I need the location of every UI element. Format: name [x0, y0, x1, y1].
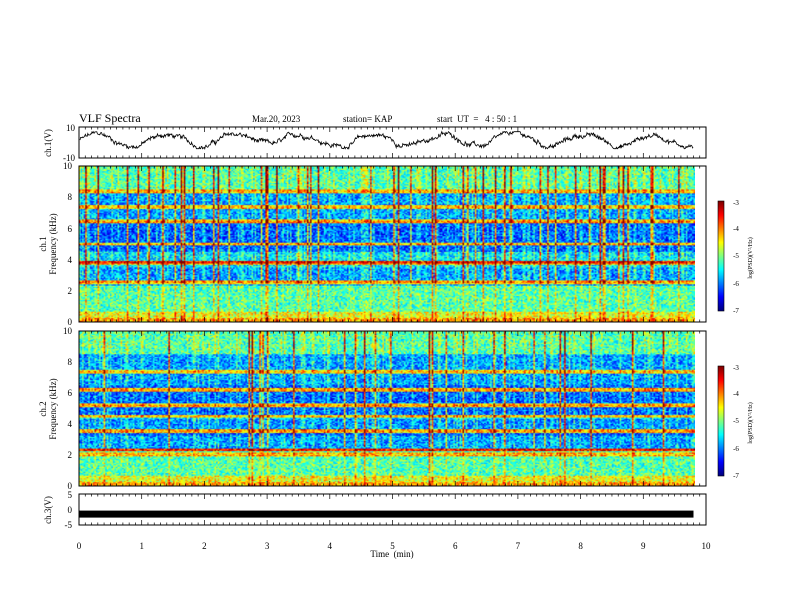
- ch1-spectrogram-panel: 0 2 4 6 8 10 ch.1 Frequency (kHz) -3 -4 …: [38, 161, 754, 327]
- ch2-spectrogram-ticks: [78, 331, 707, 486]
- ch1-colorbar: [718, 201, 724, 311]
- ch2-spec-label-channel: ch.2: [38, 401, 48, 416]
- ch2-colorbar: [718, 366, 724, 476]
- ch2-cb-tick-m4: -4: [733, 390, 739, 398]
- header-station: station= KAP: [343, 114, 392, 124]
- ch2-freq-tick-6: 6: [68, 388, 73, 398]
- ch1-ylabel: ch.1(V): [43, 129, 53, 157]
- ch2-freq-tick-4: 4: [68, 419, 73, 429]
- ch2-spec-ylabel: Frequency (kHz): [48, 378, 58, 439]
- ch2-freq-tick-10: 10: [63, 326, 73, 336]
- time-tick-label: 5: [390, 541, 395, 551]
- ch3-panel: 5 0 -5 ch.3(V) 0 1 2 3 4 5 6 7 8 9 10 Time (min): [43, 490, 711, 559]
- time-tick-label: 7: [516, 541, 521, 551]
- ch2-colorbar-label: log(PSD)(V²/Hz): [747, 402, 754, 443]
- ch2-cb-tick-m7: -7: [733, 472, 739, 480]
- ch1-colorbar-label: log(PSD)(V²/Hz): [747, 237, 754, 278]
- ch3-ylabel: ch.3(V): [43, 496, 53, 524]
- ch1-waveform-panel: 10 -10 ch.1(V): [43, 123, 707, 163]
- ch3-ticks: [78, 494, 707, 525]
- ch2-cb-tick-m6: -6: [733, 445, 739, 453]
- ch1-xticks: [78, 127, 707, 158]
- time-axis-tick-labels: 0 1 2 3 4 5 6 7 8 9 10: [77, 541, 711, 551]
- time-axis-label: Time (min): [370, 549, 413, 559]
- ch1-freq-tick-0: 0: [68, 317, 73, 327]
- ch1-freq-tick-2: 2: [68, 286, 73, 296]
- ch1-cb-tick-m4: -4: [733, 225, 739, 233]
- ch1-freq-tick-8: 8: [68, 192, 73, 202]
- ch1-spectrogram-ticks: [78, 166, 707, 322]
- time-tick-label: 0: [77, 541, 82, 551]
- figure-title: VLF Spectra: [79, 111, 141, 125]
- ch1-cb-tick-m6: -6: [733, 280, 739, 288]
- ch1-ytick-top: 10: [66, 123, 76, 133]
- ch2-cb-tick-m3: -3: [733, 364, 739, 372]
- header-start-ut: start UT = 4 : 50 : 1: [437, 114, 517, 124]
- time-tick-label: 2: [202, 541, 207, 551]
- ch3-constant-line: [79, 510, 694, 518]
- time-tick-label: 9: [641, 541, 646, 551]
- ch2-freq-tick-0: 0: [68, 481, 73, 491]
- ch1-freq-tick-6: 6: [68, 224, 73, 234]
- ch1-spectrogram-image: [79, 166, 695, 322]
- ch1-cb-tick-m3: -3: [733, 199, 739, 207]
- header-date: Mar.20, 2023: [252, 114, 301, 124]
- ch1-cb-tick-m7: -7: [733, 307, 739, 315]
- time-tick-label: 8: [578, 541, 583, 551]
- time-tick-label: 6: [453, 541, 458, 551]
- ch2-cb-tick-m5: -5: [733, 417, 739, 425]
- ch1-freq-tick-4: 4: [68, 255, 73, 265]
- time-tick-label: 10: [702, 541, 712, 551]
- ch1-spec-label-channel: ch.1: [38, 236, 48, 251]
- ch2-spectrogram-image: [79, 331, 695, 486]
- ch1-cb-tick-m5: -5: [733, 252, 739, 260]
- ch1-freq-tick-10: 10: [63, 161, 73, 171]
- ch3-ytick-0: 0: [68, 505, 73, 515]
- ch3-ytick-5: 5: [68, 490, 73, 500]
- ch2-spectrogram-panel: 0 2 4 6 8 10 ch.2 Frequency (kHz) -3 -4 …: [38, 326, 754, 491]
- time-tick-label: 1: [139, 541, 144, 551]
- ch2-freq-tick-8: 8: [68, 357, 73, 367]
- ch1-spec-ylabel: Frequency (kHz): [48, 213, 58, 274]
- time-tick-label: 3: [265, 541, 270, 551]
- ch3-frame: [78, 493, 707, 526]
- ch1-waveform-line: [79, 130, 694, 150]
- time-tick-label: 4: [328, 541, 333, 551]
- ch1-ytick-bottom: -10: [63, 153, 75, 163]
- ch3-ytick-m5: -5: [65, 520, 73, 530]
- ch1-waveform-frame: [78, 126, 707, 159]
- ch2-freq-tick-2: 2: [68, 450, 73, 460]
